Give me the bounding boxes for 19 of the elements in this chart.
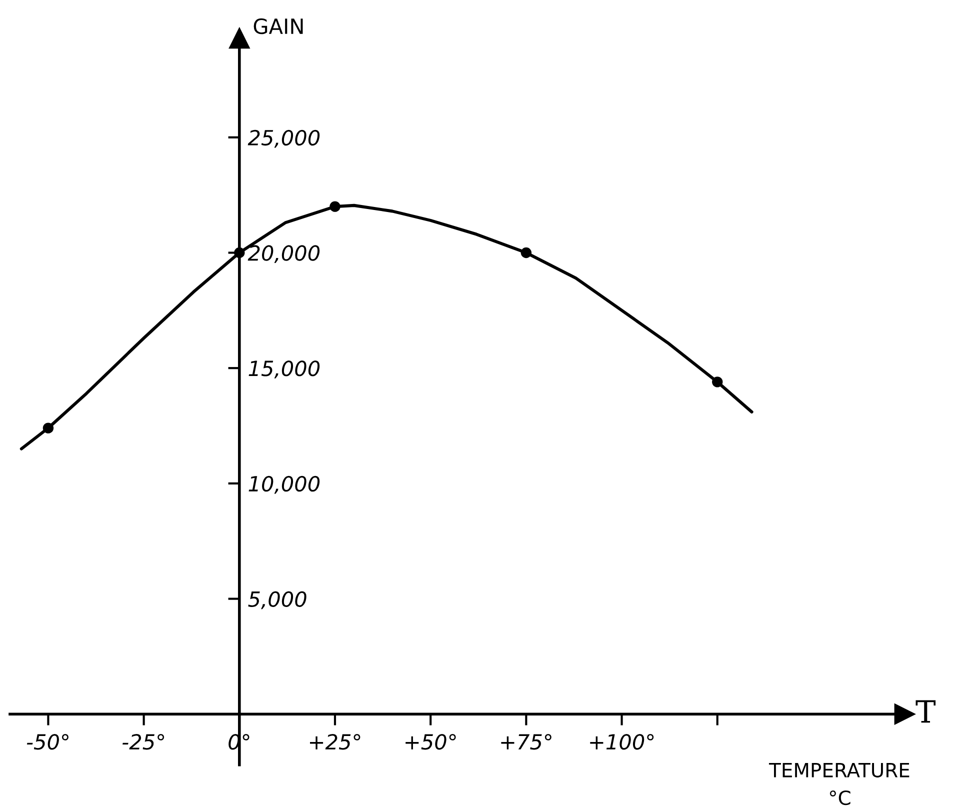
y-tick-label: 15,000 [248,360,320,378]
y-tick-label: 10,000 [248,476,320,494]
x-tick-label: +100° [590,734,654,750]
x-tick-label: +75° [501,734,552,750]
x-axis-title: T [916,700,936,723]
point [42,422,54,434]
point [234,247,245,258]
point [330,201,340,212]
annotation: TEMPERATURE °C [768,763,910,806]
x-tick-label: -50° [26,734,68,750]
point [712,376,723,388]
y-tick-label: 25,000 [248,130,320,148]
x-tick-label: +25° [310,734,360,750]
x-tick-label: +50° [406,734,456,750]
y-tick-label: 5,000 [248,591,306,610]
y-tick-label: 20,000 [248,245,320,264]
point [520,247,532,258]
y-axis-title: GAIN [254,18,303,34]
x-tick-label: -25° [122,734,164,750]
